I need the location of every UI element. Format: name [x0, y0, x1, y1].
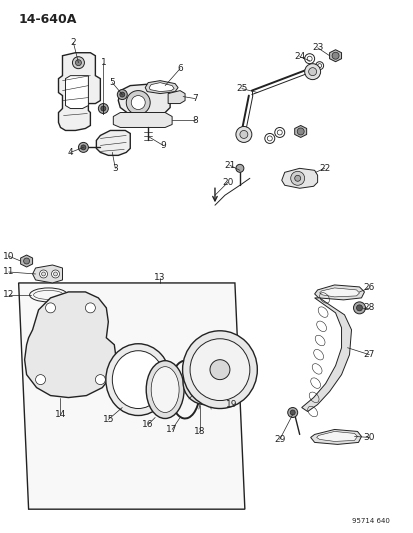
- Polygon shape: [281, 168, 317, 188]
- Text: 26: 26: [363, 284, 374, 293]
- Circle shape: [235, 164, 243, 172]
- Circle shape: [36, 375, 45, 385]
- Ellipse shape: [151, 367, 179, 413]
- Polygon shape: [118, 84, 170, 117]
- Text: 14-640A: 14-640A: [19, 13, 77, 26]
- Circle shape: [235, 126, 251, 142]
- Circle shape: [41, 272, 45, 276]
- Text: 1: 1: [100, 58, 106, 67]
- Text: 5: 5: [109, 78, 115, 87]
- Circle shape: [353, 302, 365, 314]
- Polygon shape: [294, 125, 306, 138]
- Text: 25: 25: [236, 84, 247, 93]
- Text: 19: 19: [225, 400, 237, 409]
- Polygon shape: [319, 288, 358, 297]
- Circle shape: [287, 408, 297, 417]
- Circle shape: [304, 63, 320, 79]
- Text: 23: 23: [311, 43, 323, 52]
- Circle shape: [81, 145, 86, 150]
- Text: 27: 27: [363, 350, 374, 359]
- Text: 24: 24: [293, 52, 304, 61]
- Ellipse shape: [146, 361, 184, 418]
- Polygon shape: [310, 430, 361, 445]
- Ellipse shape: [112, 351, 164, 408]
- Polygon shape: [19, 283, 244, 509]
- Ellipse shape: [106, 344, 170, 416]
- Text: 3: 3: [112, 164, 118, 173]
- Circle shape: [45, 303, 55, 313]
- Polygon shape: [24, 292, 116, 398]
- Polygon shape: [314, 285, 363, 300]
- Text: 20: 20: [222, 178, 233, 187]
- Text: 10: 10: [3, 252, 14, 261]
- Circle shape: [101, 106, 106, 111]
- Circle shape: [75, 60, 81, 66]
- Circle shape: [209, 360, 229, 379]
- Text: 28: 28: [363, 303, 374, 312]
- Polygon shape: [33, 265, 62, 283]
- Circle shape: [297, 128, 304, 135]
- Text: 11: 11: [3, 268, 14, 277]
- Text: 16: 16: [142, 420, 154, 429]
- Text: 18: 18: [194, 427, 205, 436]
- Polygon shape: [96, 131, 130, 156]
- Text: 22: 22: [318, 164, 330, 173]
- Circle shape: [85, 303, 95, 313]
- Text: 13: 13: [154, 273, 166, 282]
- Polygon shape: [65, 76, 88, 109]
- Circle shape: [51, 270, 59, 278]
- Ellipse shape: [190, 339, 249, 400]
- Text: 2: 2: [71, 38, 76, 47]
- Circle shape: [24, 258, 29, 264]
- Circle shape: [117, 90, 127, 100]
- Circle shape: [183, 361, 226, 405]
- Ellipse shape: [182, 331, 257, 408]
- Polygon shape: [301, 298, 351, 411]
- Text: 29: 29: [273, 435, 285, 444]
- Text: 15: 15: [102, 415, 114, 424]
- Circle shape: [126, 91, 150, 115]
- Circle shape: [40, 270, 47, 278]
- Polygon shape: [316, 431, 357, 441]
- Text: 17: 17: [166, 425, 178, 434]
- Circle shape: [308, 68, 316, 76]
- Text: 4: 4: [67, 148, 73, 157]
- Circle shape: [95, 375, 105, 385]
- Polygon shape: [329, 50, 341, 62]
- Circle shape: [290, 171, 304, 185]
- Text: 95714 640: 95714 640: [351, 518, 389, 524]
- Text: 9: 9: [160, 141, 166, 150]
- Polygon shape: [58, 53, 100, 131]
- Text: 21: 21: [224, 161, 235, 170]
- Text: 14: 14: [55, 410, 66, 419]
- Circle shape: [131, 95, 145, 109]
- Polygon shape: [149, 83, 174, 92]
- Polygon shape: [168, 91, 185, 103]
- Polygon shape: [21, 255, 33, 267]
- Circle shape: [53, 272, 57, 276]
- Circle shape: [119, 92, 124, 97]
- Text: 30: 30: [363, 433, 374, 442]
- Text: 7: 7: [192, 94, 197, 103]
- Text: 6: 6: [177, 64, 183, 73]
- Circle shape: [331, 52, 338, 59]
- Circle shape: [98, 103, 108, 114]
- Circle shape: [290, 410, 294, 415]
- Circle shape: [72, 56, 84, 69]
- Circle shape: [356, 305, 362, 311]
- Polygon shape: [113, 112, 172, 127]
- Text: 8: 8: [192, 116, 197, 125]
- Text: 12: 12: [3, 290, 14, 300]
- Circle shape: [78, 142, 88, 152]
- Polygon shape: [145, 80, 178, 94]
- Circle shape: [197, 375, 212, 391]
- Circle shape: [239, 131, 247, 139]
- Circle shape: [294, 175, 300, 181]
